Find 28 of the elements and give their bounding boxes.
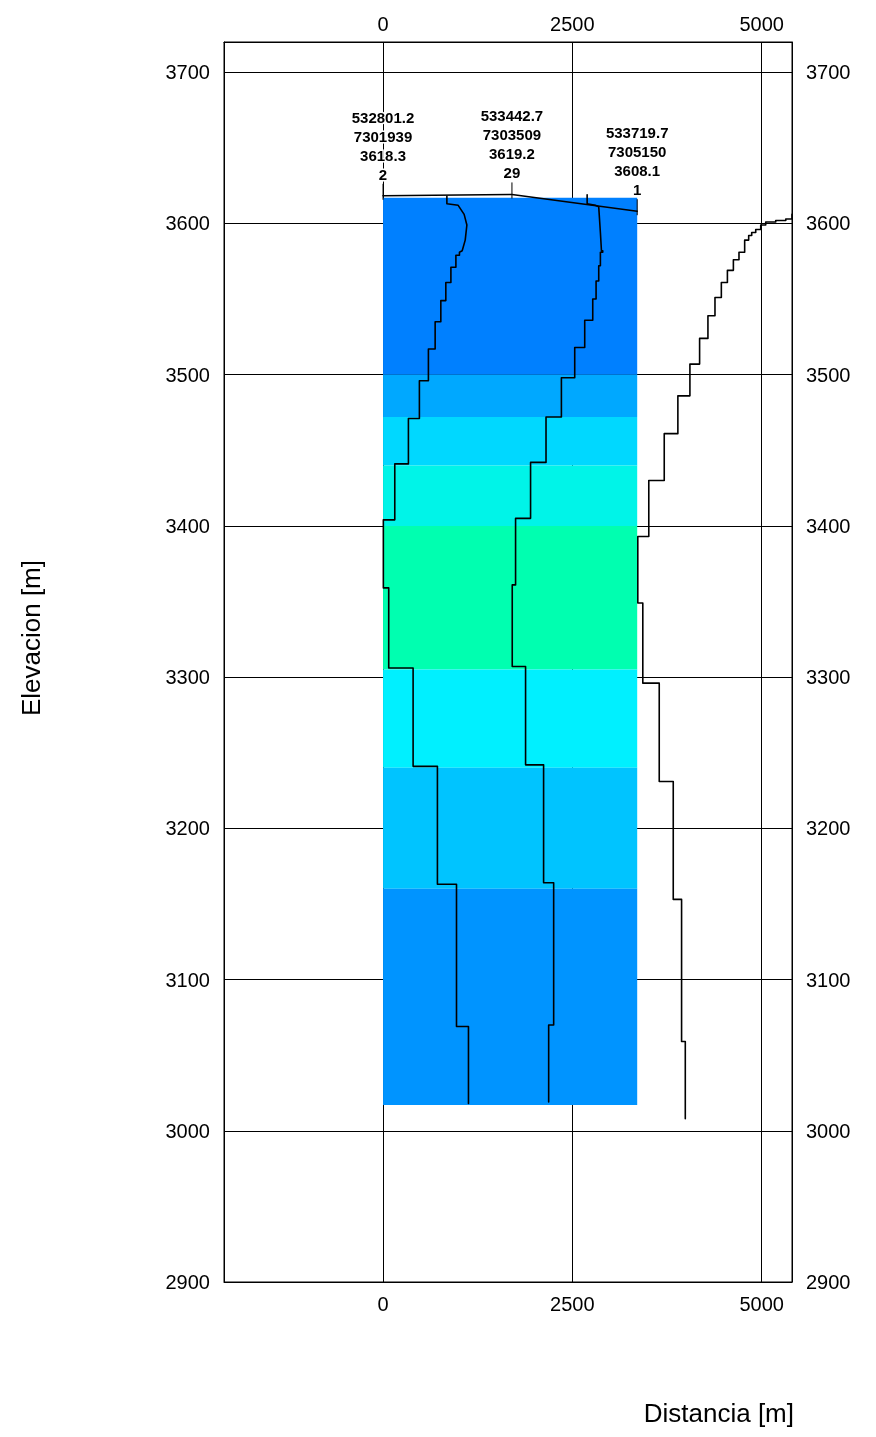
y2-tick-label: 3700	[806, 61, 851, 84]
y-tick-label: 3700	[165, 61, 210, 84]
y2-tick-label: 3000	[806, 1119, 851, 1142]
x-axis-title: Distancia [m]	[643, 1398, 794, 1428]
y-tick-label: 3500	[165, 363, 210, 386]
y-tick-label: 3100	[165, 968, 210, 991]
annotation: 533442.7 7303509 3619.2 29	[480, 107, 544, 182]
y-tick-label: 3000	[165, 1119, 210, 1142]
y2-tick-label: 3100	[806, 968, 851, 991]
x2-tick-label: 0	[377, 1293, 389, 1315]
y2-tick-label: 3300	[806, 666, 851, 689]
y2-tick-label: 3400	[806, 514, 851, 537]
x2-tick-label: 2500	[550, 1293, 595, 1315]
x-tick-label: 5000	[739, 13, 784, 35]
y-axis-title: Elevacion [m]	[16, 559, 46, 717]
y-tick-label: 3400	[165, 514, 210, 537]
annotation: 533719.7 7305150 3608.1 1	[605, 124, 669, 199]
y2-tick-label: 3200	[806, 817, 851, 840]
y-tick-label: 3300	[165, 666, 210, 689]
y-tick-label: 3600	[165, 212, 210, 235]
y2-tick-label: 3500	[806, 363, 851, 386]
x2-tick-label: 5000	[739, 1293, 784, 1315]
x-tick-label: 0	[377, 13, 389, 35]
x-tick-label: 2500	[550, 13, 595, 35]
y-tick-label: 2900	[165, 1271, 210, 1293]
y-tick-label: 3200	[165, 817, 210, 840]
y2-tick-label: 3600	[806, 212, 851, 235]
y2-tick-label: 2900	[806, 1271, 851, 1293]
